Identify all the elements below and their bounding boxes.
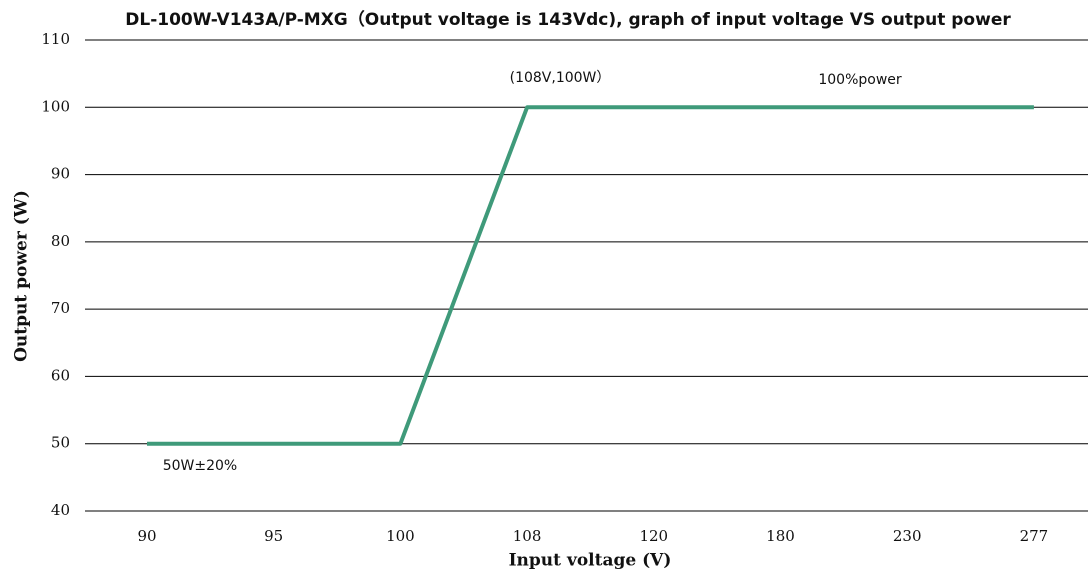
y-tick-label: 70 [51,299,70,317]
x-tick-label: 180 [766,527,795,545]
x-tick-label: 90 [137,527,156,545]
x-tick-label: 100 [386,527,415,545]
x-tick-label: 230 [893,527,922,545]
y-tick-label: 80 [51,232,70,250]
annotation: 100%power [818,72,902,88]
y-tick-label: 110 [41,30,70,48]
x-tick-label: 95 [264,527,283,545]
y-tick-label: 100 [41,97,70,115]
annotation: 50W±20% [163,458,238,474]
y-tick-label: 40 [51,501,70,519]
x-tick-label: 277 [1020,527,1049,545]
chart-title: DL-100W-V143A/P-MXG（Output voltage is 14… [125,9,1011,30]
y-axis-label: Output power (W) [12,190,32,362]
x-tick-label: 120 [639,527,668,545]
y-tick-label: 50 [51,434,70,452]
annotation: (108V,100W） [510,70,611,86]
x-axis-label: Input voltage (V) [509,551,672,571]
x-tick-label: 108 [513,527,542,545]
y-tick-label: 60 [51,366,70,384]
line [147,105,1034,446]
y-tick-label: 90 [51,165,70,183]
